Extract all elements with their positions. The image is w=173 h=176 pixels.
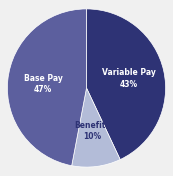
Text: Benefits
10%: Benefits 10% [74,121,110,141]
Text: Variable Pay
43%: Variable Pay 43% [102,68,156,89]
Text: Base Pay
47%: Base Pay 47% [24,74,63,94]
Wedge shape [86,9,166,160]
Wedge shape [72,88,120,167]
Wedge shape [7,9,86,166]
